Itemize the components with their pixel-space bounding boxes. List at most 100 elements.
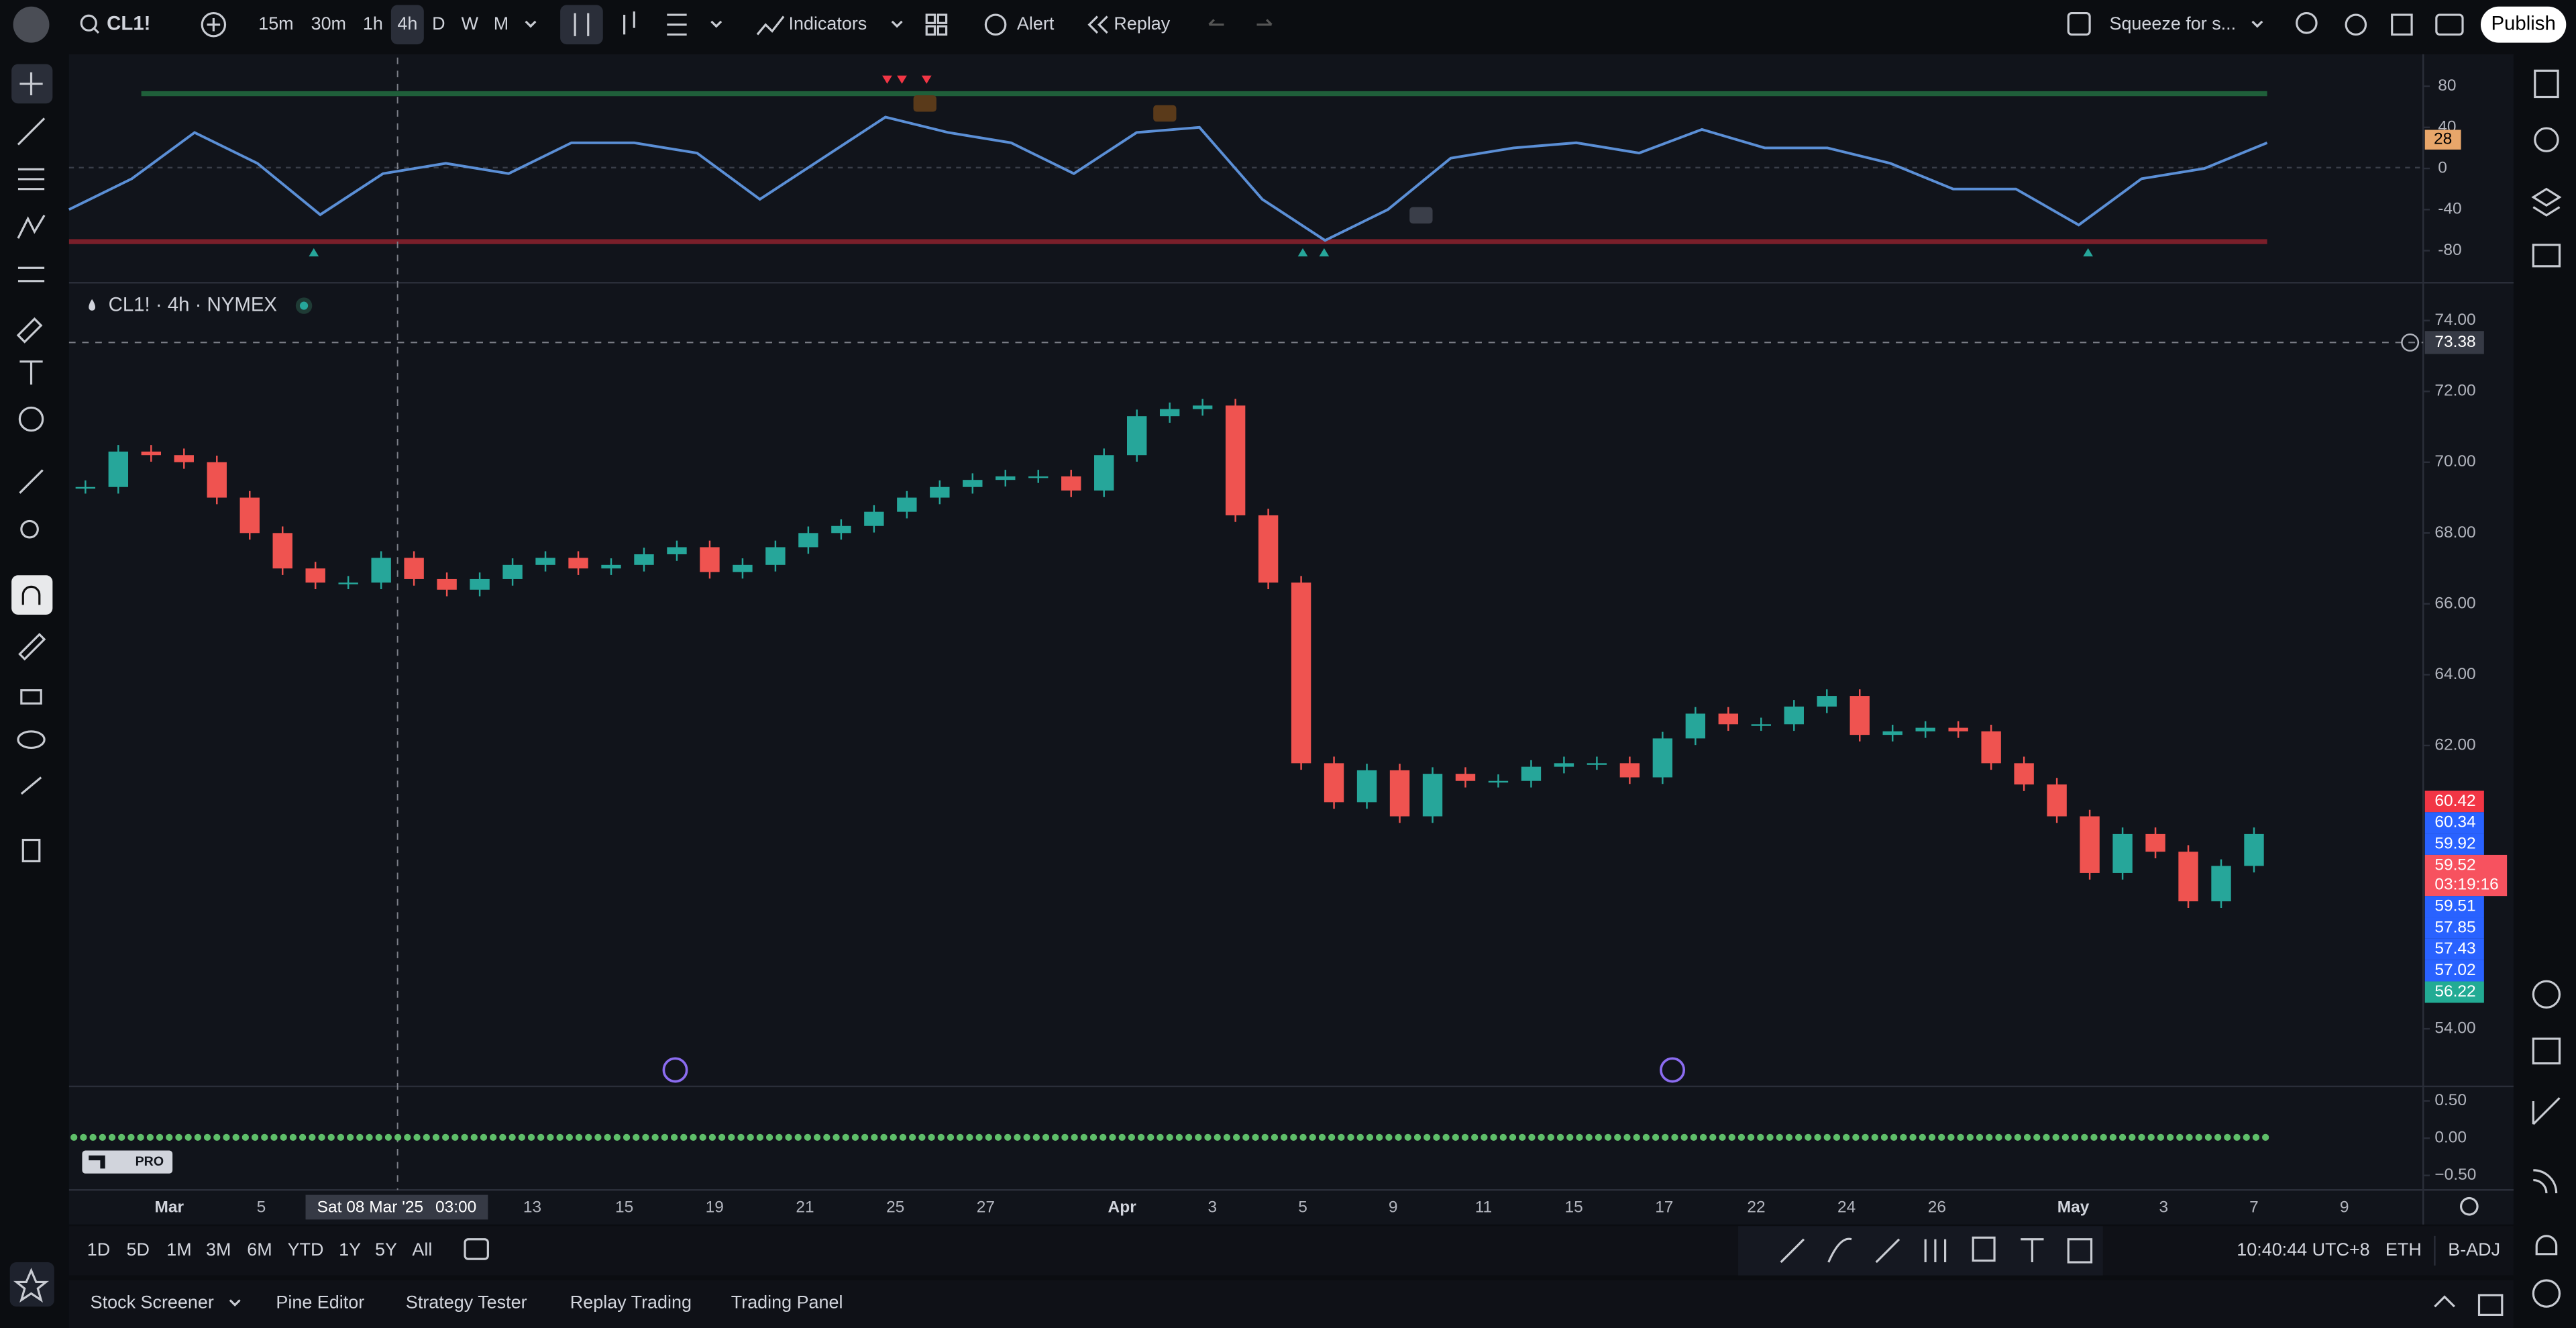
- draw-price[interactable]: [1972, 1236, 1996, 1262]
- dropdown[interactable]: [229, 1299, 241, 1307]
- dropdown[interactable]: [891, 20, 903, 28]
- footer-tab[interactable]: Stock Screener: [91, 1292, 214, 1312]
- interval-button[interactable]: D: [432, 13, 445, 34]
- quick-search[interactable]: [2296, 12, 2318, 34]
- help[interactable]: [2532, 1279, 2561, 1308]
- squeeze-dot: [1509, 1133, 1517, 1141]
- text-tool[interactable]: [19, 360, 43, 385]
- fib-tool[interactable]: [17, 168, 45, 191]
- bar-icon[interactable]: [623, 11, 635, 35]
- maximize[interactable]: [2477, 1294, 2504, 1316]
- interval-button[interactable]: 30m: [311, 13, 346, 34]
- layout-checkbox[interactable]: [2067, 12, 2091, 36]
- squeeze-dot: [461, 1133, 468, 1141]
- interval-button[interactable]: 15m: [258, 13, 293, 34]
- ideas[interactable]: [2532, 1096, 2561, 1125]
- range-button[interactable]: 1M: [166, 1239, 191, 1260]
- pattern-tool[interactable]: [17, 215, 46, 239]
- lock-draw[interactable]: [18, 633, 46, 661]
- notifications[interactable]: [2535, 1235, 2558, 1256]
- range-button[interactable]: 6M: [247, 1239, 272, 1260]
- avatar[interactable]: [13, 6, 50, 43]
- squeeze-dot: [1223, 1133, 1231, 1141]
- watchlist[interactable]: [2534, 69, 2559, 99]
- collapse[interactable]: [2434, 1295, 2455, 1308]
- footer-tab[interactable]: Trading Panel: [731, 1292, 843, 1312]
- indicators-button[interactable]: Indicators: [789, 13, 867, 34]
- settings[interactable]: [2345, 13, 2367, 36]
- link-tool[interactable]: [20, 776, 42, 795]
- axis-settings[interactable]: [2459, 1196, 2479, 1216]
- y-tick-label: 72.00: [2434, 382, 2475, 400]
- dropdown[interactable]: [2251, 20, 2263, 28]
- event-icon[interactable]: [662, 1057, 688, 1083]
- hotlist[interactable]: [2532, 980, 2561, 1009]
- event-icon[interactable]: [1660, 1057, 1686, 1083]
- footer-tab[interactable]: Replay Trading: [570, 1292, 692, 1312]
- favorites[interactable]: [9, 1262, 54, 1307]
- fullscreen[interactable]: [2391, 13, 2413, 36]
- session[interactable]: ETH: [2385, 1239, 2422, 1260]
- zoom-tool[interactable]: [20, 519, 39, 539]
- squeeze-dot: [1805, 1133, 1812, 1141]
- squeeze-dot: [1814, 1133, 1821, 1141]
- draw-ray[interactable]: [1875, 1238, 1900, 1264]
- publish-button[interactable]: Publish: [2491, 13, 2555, 35]
- alert-button[interactable]: Alert: [1017, 13, 1055, 34]
- interval-button[interactable]: M: [494, 13, 508, 34]
- symbol[interactable]: CL1!: [107, 13, 150, 35]
- icon-tool[interactable]: [18, 406, 44, 432]
- range-button[interactable]: 1D: [87, 1239, 110, 1260]
- draw-curve[interactable]: [1827, 1237, 1852, 1263]
- brush-tool[interactable]: [16, 317, 43, 344]
- measure-tool[interactable]: [19, 469, 44, 494]
- candle: [371, 558, 391, 583]
- calendar[interactable]: [2532, 1037, 2561, 1065]
- dropdown[interactable]: [710, 20, 722, 28]
- draw-rect[interactable]: [2067, 1238, 2093, 1264]
- layout-name[interactable]: Squeeze for s...: [2109, 13, 2236, 34]
- layers[interactable]: [2531, 187, 2562, 217]
- footer-tab[interactable]: Pine Editor: [276, 1292, 364, 1312]
- snapshot[interactable]: [2435, 13, 2464, 36]
- interval-button[interactable]: 4h: [397, 13, 417, 34]
- interval-button[interactable]: W: [462, 13, 479, 34]
- streams[interactable]: [2533, 1169, 2558, 1194]
- squeeze-dot: [2157, 1133, 2165, 1141]
- forecast-tool[interactable]: [17, 266, 45, 283]
- magnet-tool[interactable]: [11, 575, 53, 615]
- redo[interactable]: [1256, 19, 1273, 26]
- add-symbol[interactable]: [201, 12, 227, 38]
- adjustment[interactable]: B-ADJ: [2448, 1239, 2500, 1260]
- squeeze-dot: [527, 1133, 535, 1141]
- squeeze-dot: [1366, 1133, 1374, 1141]
- layout-icon[interactable]: [925, 13, 936, 24]
- alerts-panel[interactable]: [2534, 127, 2559, 152]
- replay-button[interactable]: Replay: [1114, 13, 1170, 34]
- footer-tab[interactable]: Strategy Tester: [406, 1292, 527, 1312]
- delete-tool[interactable]: [21, 838, 41, 863]
- candle: [568, 558, 588, 569]
- goto-date[interactable]: [464, 1238, 489, 1260]
- range-button[interactable]: 5Y: [375, 1239, 397, 1260]
- chat[interactable]: [2532, 244, 2561, 268]
- draw-text[interactable]: [2021, 1238, 2044, 1263]
- lock-tool[interactable]: [20, 689, 42, 705]
- range-button[interactable]: YTD: [288, 1239, 324, 1260]
- visibility-tool[interactable]: [17, 730, 46, 750]
- crosshair-add[interactable]: [2401, 333, 2420, 352]
- search-icon: [80, 14, 97, 32]
- chart-type-active[interactable]: [560, 5, 603, 45]
- range-button[interactable]: 5D: [126, 1239, 149, 1260]
- trendline-tool[interactable]: [17, 117, 46, 146]
- range-button[interactable]: 1Y: [339, 1239, 361, 1260]
- draw-line[interactable]: [1780, 1238, 1805, 1264]
- dropdown[interactable]: [525, 20, 537, 28]
- range-button[interactable]: 3M: [206, 1239, 231, 1260]
- interval-button[interactable]: 1h: [363, 13, 383, 34]
- publish-bg[interactable]: [2480, 6, 2567, 43]
- range-button[interactable]: All: [412, 1239, 432, 1260]
- undo[interactable]: [1208, 19, 1224, 26]
- template-icon[interactable]: [667, 13, 687, 36]
- draw-pitchfork[interactable]: [1924, 1239, 1947, 1263]
